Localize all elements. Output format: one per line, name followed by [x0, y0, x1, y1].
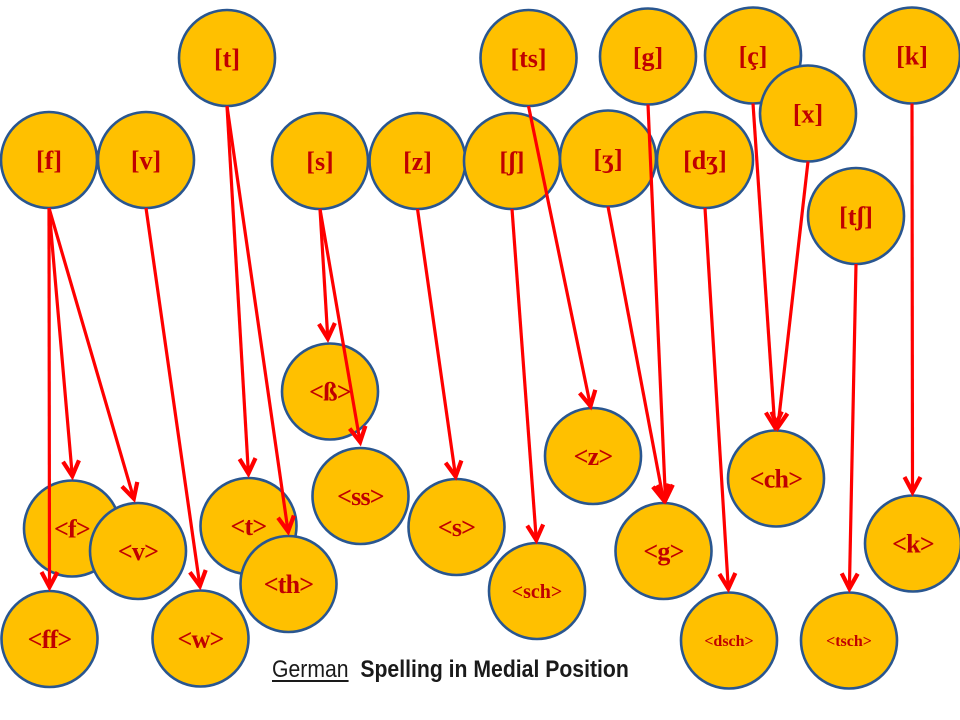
svg-text:[ç]: [ç]	[739, 42, 768, 71]
svg-text:[ʒ]: [ʒ]	[593, 145, 622, 174]
svg-text:<ss>: <ss>	[337, 482, 384, 511]
svg-text:[ʃ]: [ʃ]	[499, 147, 524, 176]
svg-text:<th>: <th>	[264, 570, 314, 599]
svg-text:<z>: <z>	[574, 442, 613, 471]
svg-text:[z]: [z]	[403, 147, 432, 176]
svg-text:[s]: [s]	[306, 147, 333, 176]
svg-text:[v]: [v]	[131, 146, 161, 175]
svg-text:<g>: <g>	[643, 537, 683, 566]
svg-text:[t]: [t]	[214, 44, 240, 73]
svg-text:[ts]: [ts]	[510, 44, 546, 73]
svg-text:<ff>: <ff>	[28, 625, 72, 654]
svg-text:<f>: <f>	[54, 515, 90, 544]
svg-text:[g]: [g]	[633, 43, 663, 72]
svg-text:<sch>: <sch>	[512, 581, 563, 603]
svg-text:<k>: <k>	[892, 530, 934, 559]
svg-text:<v>: <v>	[118, 537, 158, 566]
svg-text:[tʃ]: [tʃ]	[839, 202, 873, 231]
svg-text:<dsch>: <dsch>	[704, 633, 753, 650]
svg-text:<tsch>: <tsch>	[826, 633, 872, 650]
svg-text:[x]: [x]	[793, 100, 823, 129]
svg-text:<t>: <t>	[231, 512, 267, 541]
svg-text:<ß>: <ß>	[309, 378, 351, 407]
svg-text:<ch>: <ch>	[750, 465, 802, 494]
svg-text:[dʒ]: [dʒ]	[683, 146, 727, 175]
svg-text:[k]: [k]	[896, 42, 928, 71]
svg-text:<w>: <w>	[177, 625, 223, 654]
svg-text:<s>: <s>	[438, 513, 475, 542]
svg-text:[f]: [f]	[36, 146, 62, 175]
